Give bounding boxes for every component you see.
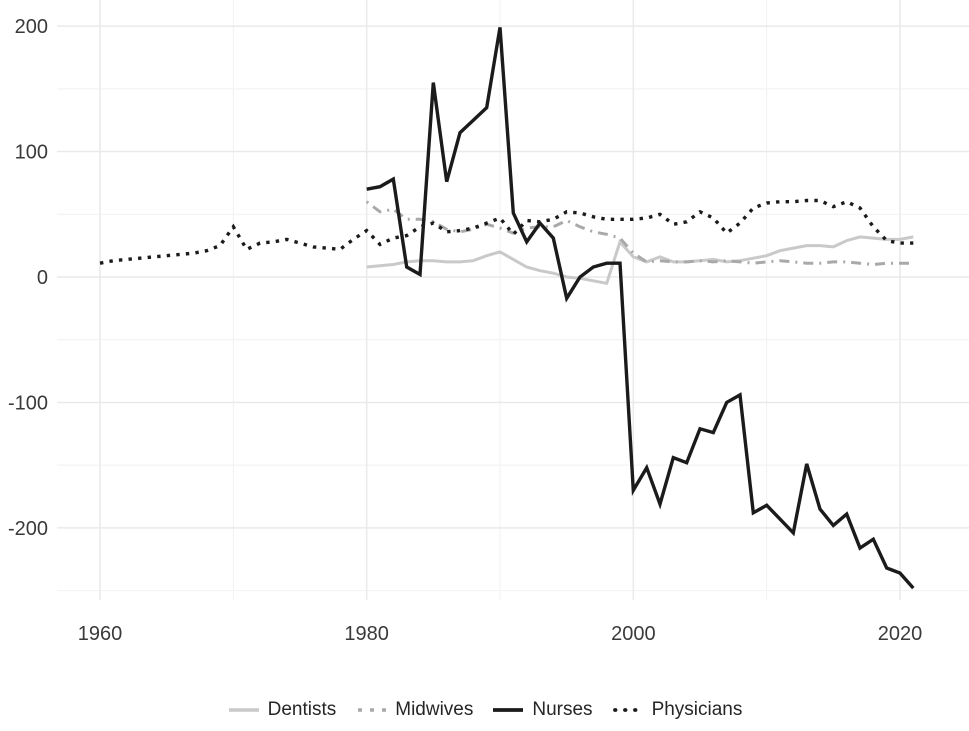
minor-gridlines: [57, 0, 969, 600]
x-tick-label: 2000: [611, 623, 656, 645]
series-line-physicians: [99, 198, 914, 265]
y-tick-label: -100: [8, 392, 48, 414]
y-axis-tick-labels: 200 100 0 -100 -200: [8, 16, 48, 540]
y-tick-label: 100: [15, 142, 48, 164]
x-tick-label: 1960: [78, 623, 123, 645]
legend-swatch-physicians-line: [612, 708, 645, 712]
legend-item-midwives: Midwives: [354, 699, 473, 721]
legend-label-dentists: Dentists: [267, 699, 337, 720]
chart-legend: Dentists Midwives Nurses Physicians: [0, 699, 969, 721]
legend-swatch-dentists-line: [228, 708, 259, 712]
series-lines: [99, 27, 915, 590]
series-line-dentists: [366, 235, 914, 286]
legend-item-nurses: Nurses: [491, 699, 593, 721]
series-line-midwives: [365, 200, 914, 267]
legend-label-physicians: Physicians: [651, 699, 743, 720]
x-tick-label: 2020: [878, 623, 923, 645]
legend-label-nurses: Nurses: [532, 699, 593, 720]
legend-item-physicians: Physicians: [611, 699, 743, 721]
y-tick-label: -200: [8, 518, 48, 540]
x-axis-tick-labels: 1960 1980 2000 2020: [78, 623, 923, 645]
legend-swatch-nurses-line: [493, 708, 524, 712]
legend-label-midwives: Midwives: [395, 699, 474, 720]
y-tick-label: 0: [37, 267, 48, 289]
y-tick-label: 200: [15, 16, 48, 38]
line-chart-canvas: 200 100 0 -100 -200 1960 1980 2000 2020: [8, 0, 969, 645]
x-tick-label: 1980: [344, 623, 389, 645]
legend-item-dentists: Dentists: [227, 699, 337, 721]
series-line-nurses: [366, 27, 915, 590]
major-gridlines: [57, 0, 969, 600]
legend-swatch-midwives-line: [358, 708, 387, 712]
